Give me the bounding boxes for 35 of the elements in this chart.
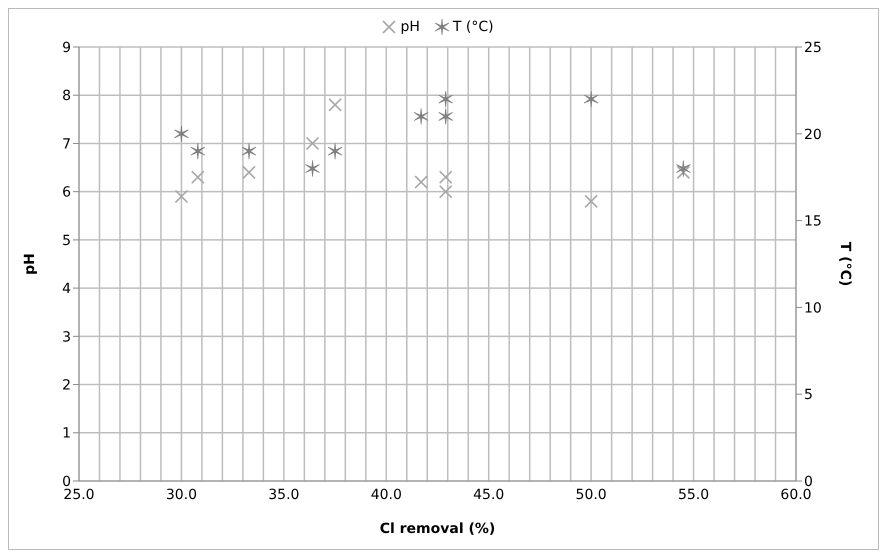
point bbox=[438, 90, 453, 108]
y-tick-label: 9 bbox=[62, 40, 71, 56]
y2-axis-title: T (°C) bbox=[837, 242, 854, 286]
x-tick-label: 30.0 bbox=[166, 486, 198, 503]
x-tick-label: 45.0 bbox=[473, 486, 504, 503]
point bbox=[438, 108, 453, 125]
y2-tick-label: 10 bbox=[804, 300, 822, 316]
legend-label: pH bbox=[399, 19, 420, 35]
y-tick-label: 2 bbox=[62, 378, 71, 394]
y-axis-title: pH bbox=[22, 253, 38, 275]
y-tick-label: 7 bbox=[62, 136, 71, 152]
point bbox=[174, 126, 189, 142]
y-tick-label: 6 bbox=[62, 184, 72, 201]
x-tick-label: 55.0 bbox=[678, 486, 710, 503]
y-tick-label: 4 bbox=[62, 281, 72, 298]
point bbox=[584, 90, 598, 108]
y2-tick-label: 25 bbox=[804, 40, 822, 56]
y2-tick-label: 5 bbox=[804, 387, 813, 404]
y2-tick-label: 20 bbox=[804, 126, 822, 143]
point bbox=[305, 160, 320, 177]
y2-tick-label: 15 bbox=[804, 214, 822, 230]
point bbox=[676, 160, 690, 177]
x-tick-label: 40.0 bbox=[370, 486, 402, 503]
point bbox=[190, 142, 205, 160]
x-tick-label: 35.0 bbox=[268, 486, 300, 503]
y-tick-label: 8 bbox=[62, 88, 71, 104]
x-axis-title: Cl removal (%) bbox=[380, 521, 496, 537]
y-tick-label: 1 bbox=[62, 426, 71, 442]
x-tick-label: 50.0 bbox=[576, 486, 607, 503]
point bbox=[414, 108, 428, 125]
legend-label: T (°C) bbox=[452, 19, 494, 35]
y-tick-label: 5 bbox=[62, 232, 71, 249]
y-tick-label: 3 bbox=[62, 329, 71, 346]
point bbox=[242, 142, 256, 160]
point bbox=[328, 142, 342, 160]
